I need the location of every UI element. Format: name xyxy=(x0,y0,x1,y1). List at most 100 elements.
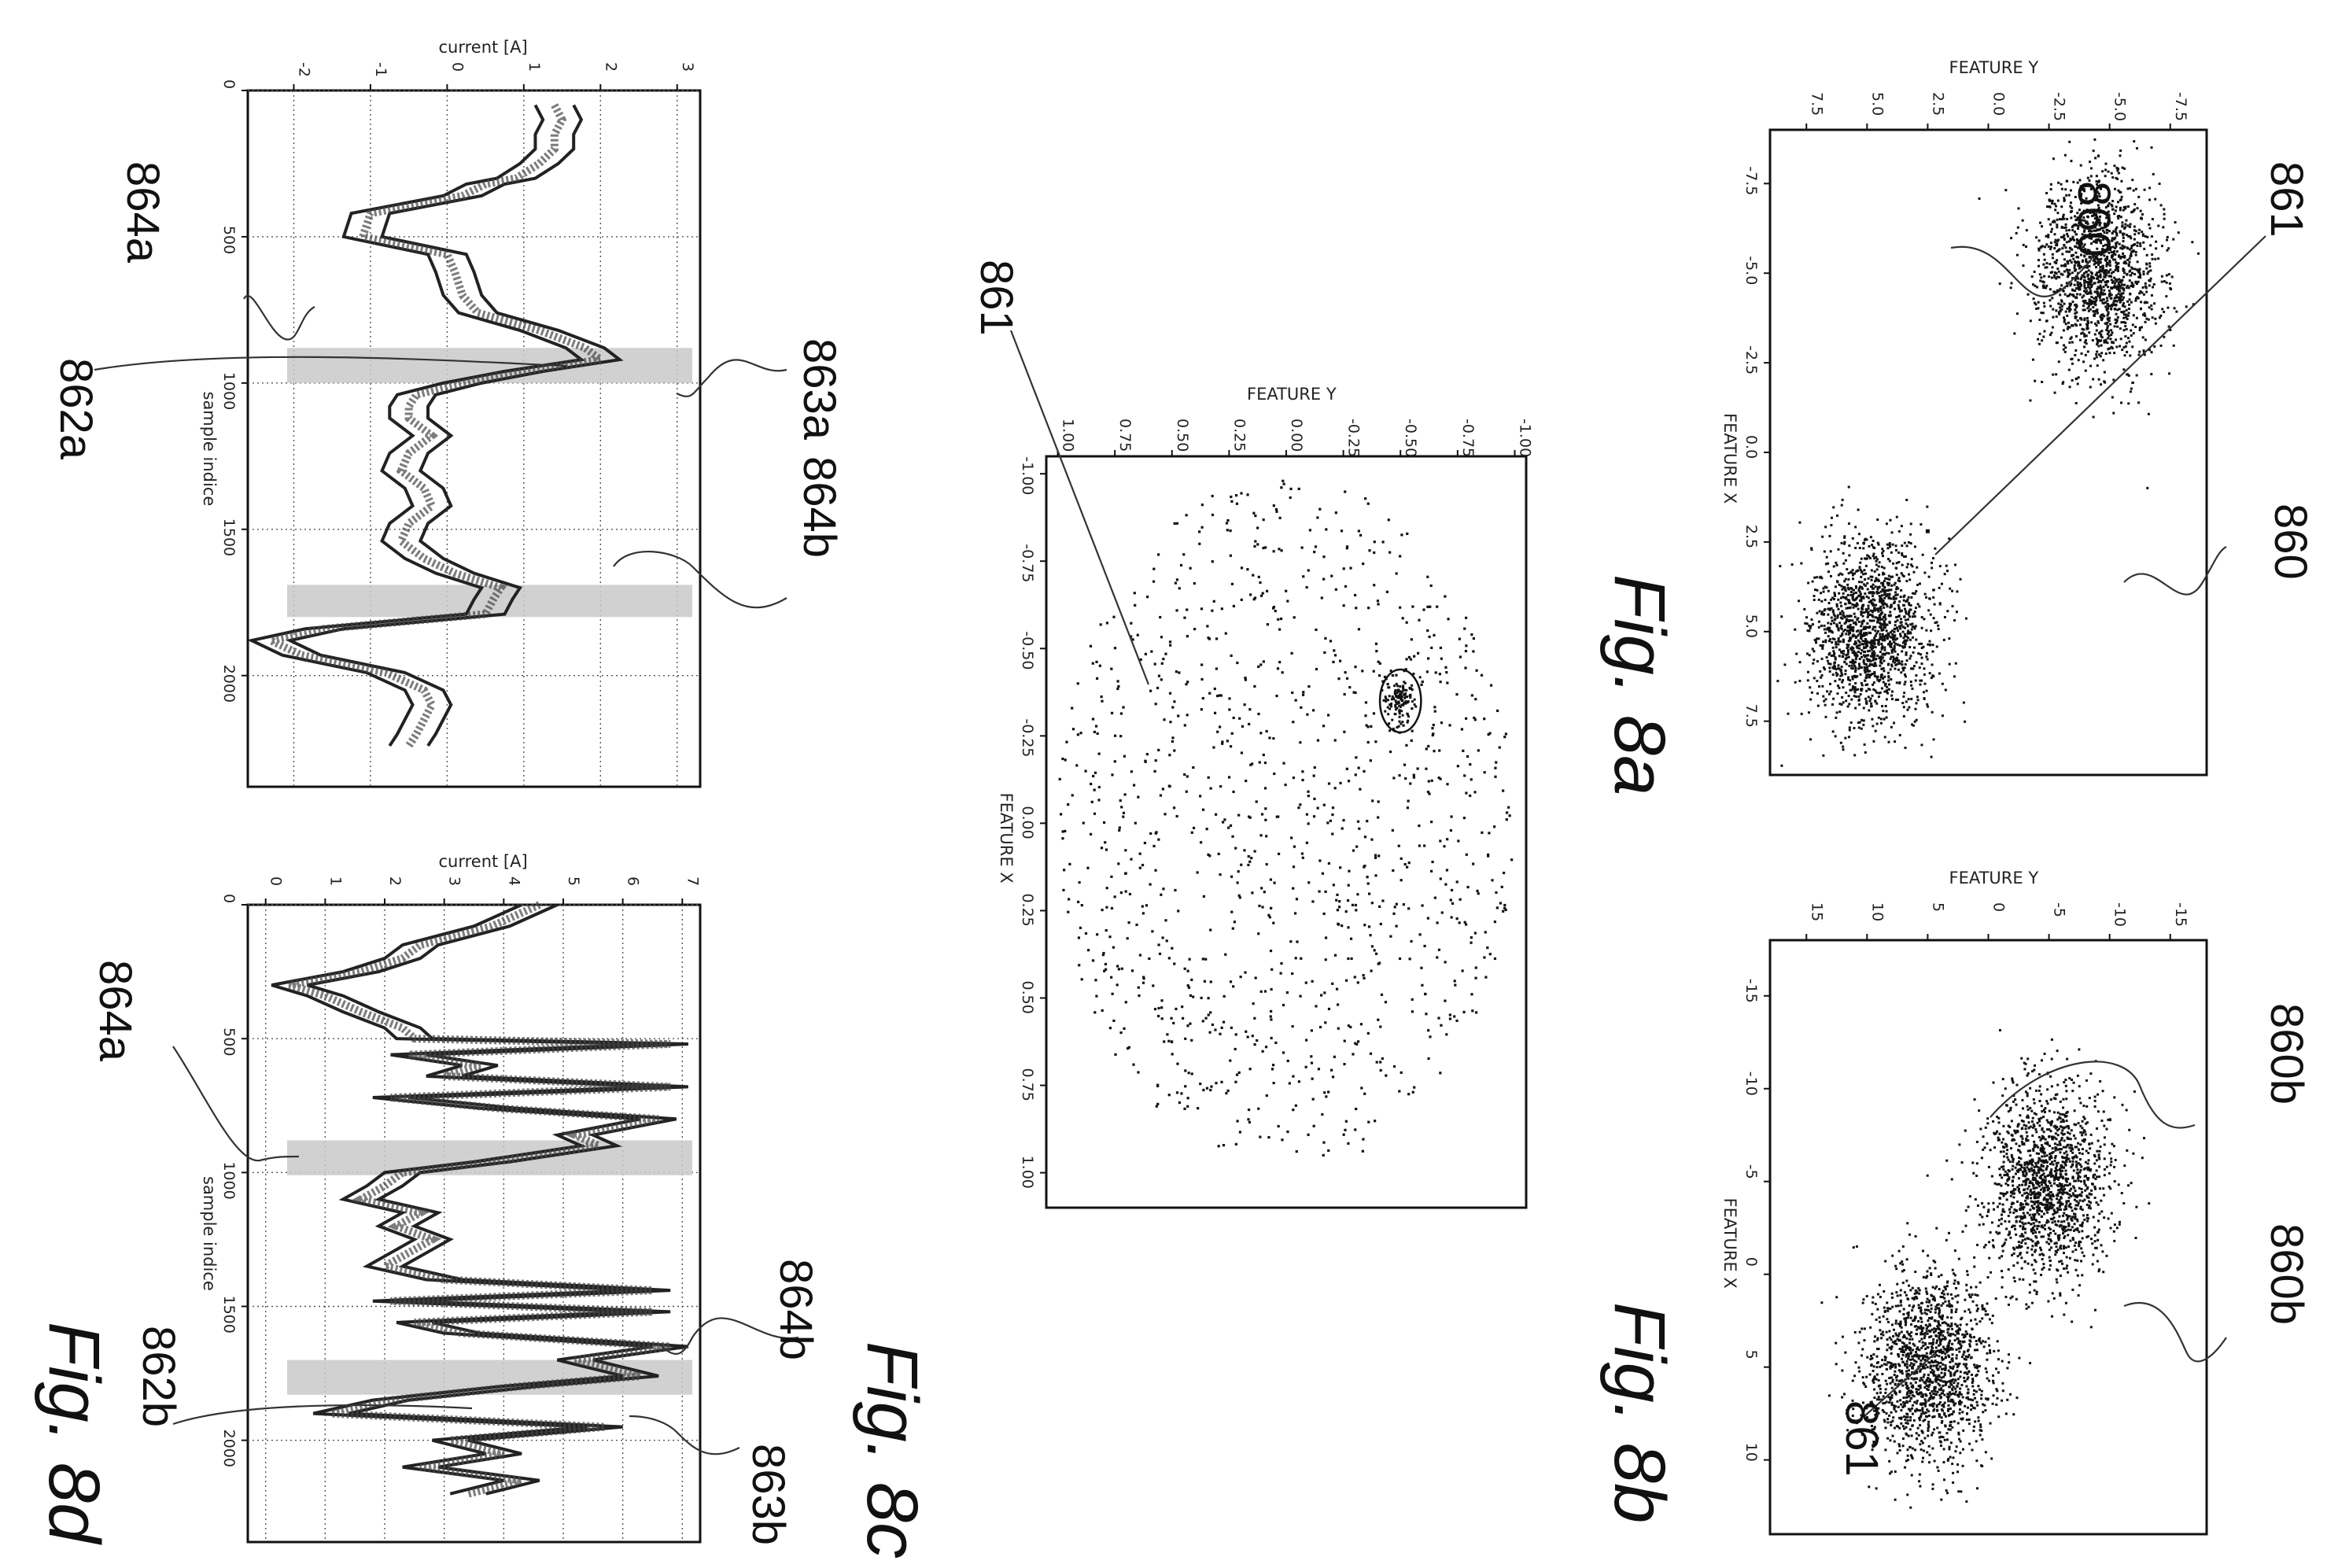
cluster-point xyxy=(1841,695,1844,699)
cluster-point xyxy=(1877,565,1880,568)
cluster-point xyxy=(1904,1363,1907,1367)
cluster-point xyxy=(2114,209,2117,212)
cluster-point xyxy=(2071,1320,2074,1323)
cluster-point xyxy=(1857,581,1860,584)
cluster-point xyxy=(2015,1083,2019,1087)
cluster-point xyxy=(1868,556,1872,559)
cluster-point xyxy=(2071,238,2074,241)
cluster-point xyxy=(1894,634,1897,637)
cluster-point xyxy=(1820,673,1824,677)
cluster-point xyxy=(2016,1186,2019,1189)
cluster-point xyxy=(1892,596,1895,599)
cluster-point xyxy=(2077,287,2080,290)
cluster-point xyxy=(1855,570,1858,573)
cluster-point xyxy=(2024,245,2027,249)
cluster-point xyxy=(2038,1171,2041,1174)
cluster-point xyxy=(2074,1160,2078,1164)
cluster-point xyxy=(2035,1290,2038,1293)
cluster-point xyxy=(2063,264,2066,267)
cluster-point xyxy=(1930,1348,1933,1352)
cluster-point xyxy=(2082,328,2085,331)
cluster-point xyxy=(2078,267,2081,270)
cluster-point xyxy=(1897,1355,1901,1358)
cluster-point xyxy=(1817,598,1820,601)
cluster-point xyxy=(1879,633,1882,636)
cluster-point xyxy=(2115,1227,2119,1230)
cluster-point xyxy=(2141,313,2144,316)
cluster-point xyxy=(2122,205,2126,208)
cluster-point xyxy=(2021,1203,2024,1206)
cluster-point xyxy=(1911,615,1914,618)
cluster-point xyxy=(1954,1311,1957,1314)
cluster-point xyxy=(2044,245,2047,249)
cluster-point xyxy=(1964,1129,1967,1132)
cluster-point xyxy=(2063,293,2067,296)
cluster-point xyxy=(1868,664,1871,667)
cluster-point xyxy=(2082,226,2085,229)
cluster-point xyxy=(2022,243,2025,246)
cluster-point xyxy=(1832,697,1835,700)
cluster-point xyxy=(2071,301,2074,304)
cluster-point xyxy=(1892,655,1895,659)
cluster-point xyxy=(2057,1189,2060,1192)
cluster-point xyxy=(1902,625,1905,629)
cluster-point xyxy=(2070,261,2073,264)
cluster-point xyxy=(2101,1250,2104,1253)
cluster-point xyxy=(2072,180,2075,183)
cluster-point xyxy=(1916,603,1919,606)
cluster-point xyxy=(2060,1260,2063,1263)
cluster-point xyxy=(2070,1129,2073,1132)
cluster-point xyxy=(1927,1425,1931,1428)
cluster-point xyxy=(1828,651,1831,655)
cluster-point xyxy=(2078,288,2082,291)
cluster-point xyxy=(1903,1415,1906,1419)
cluster-point xyxy=(1908,1408,1912,1411)
cluster-point xyxy=(1868,544,1871,548)
cluster-point xyxy=(1970,1286,1973,1289)
cluster-point xyxy=(1860,607,1864,610)
cluster-point xyxy=(2103,222,2106,225)
cluster-point xyxy=(2012,1179,2015,1182)
cluster-point xyxy=(2038,1212,2041,1216)
cluster-point xyxy=(2089,1238,2093,1241)
cluster-point xyxy=(1959,577,1962,581)
cluster-point xyxy=(2078,220,2082,223)
cluster-point xyxy=(2049,304,2052,308)
cluster-point xyxy=(2051,220,2054,223)
cluster-point xyxy=(2053,1170,2056,1173)
cluster-point xyxy=(2022,1227,2025,1230)
cluster-point xyxy=(2048,275,2051,279)
cluster-point xyxy=(1997,1121,2001,1124)
cluster-point xyxy=(2083,234,2086,237)
cluster-point xyxy=(1854,623,1857,626)
cluster-point xyxy=(1894,740,1897,743)
cluster-point xyxy=(1997,1371,2000,1374)
cluster-point xyxy=(1905,600,1908,603)
cluster-point xyxy=(1883,675,1886,678)
cluster-point xyxy=(1940,1386,1943,1389)
cluster-point xyxy=(1992,1120,1995,1123)
cluster-point xyxy=(1858,547,1861,550)
y-tick-label: 7.5 xyxy=(1808,92,1825,116)
cluster-point xyxy=(2096,343,2099,346)
cluster-point xyxy=(2071,324,2074,327)
cluster-point xyxy=(1972,1425,1975,1428)
cluster-point xyxy=(1938,1341,1942,1344)
cluster-point xyxy=(2148,262,2152,265)
cluster-point xyxy=(2026,1072,2030,1075)
cluster-point xyxy=(2095,273,2098,276)
cluster-point xyxy=(2089,281,2093,284)
cluster-point xyxy=(2030,1167,2033,1170)
cluster-point xyxy=(1932,556,1935,559)
cluster-point xyxy=(2061,1129,2064,1132)
cluster-point xyxy=(1877,616,1880,619)
cluster-point xyxy=(1947,1354,1950,1357)
cluster-point xyxy=(2083,1138,2086,1141)
cluster-point xyxy=(1989,1230,1992,1234)
y-tick-label: 5.0 xyxy=(1868,92,1886,116)
cluster-point xyxy=(1986,1377,1989,1380)
cluster-point xyxy=(1885,698,1888,701)
cluster-point xyxy=(1919,683,1922,686)
cluster-point xyxy=(1868,649,1871,652)
cluster-point xyxy=(1945,1238,1948,1241)
